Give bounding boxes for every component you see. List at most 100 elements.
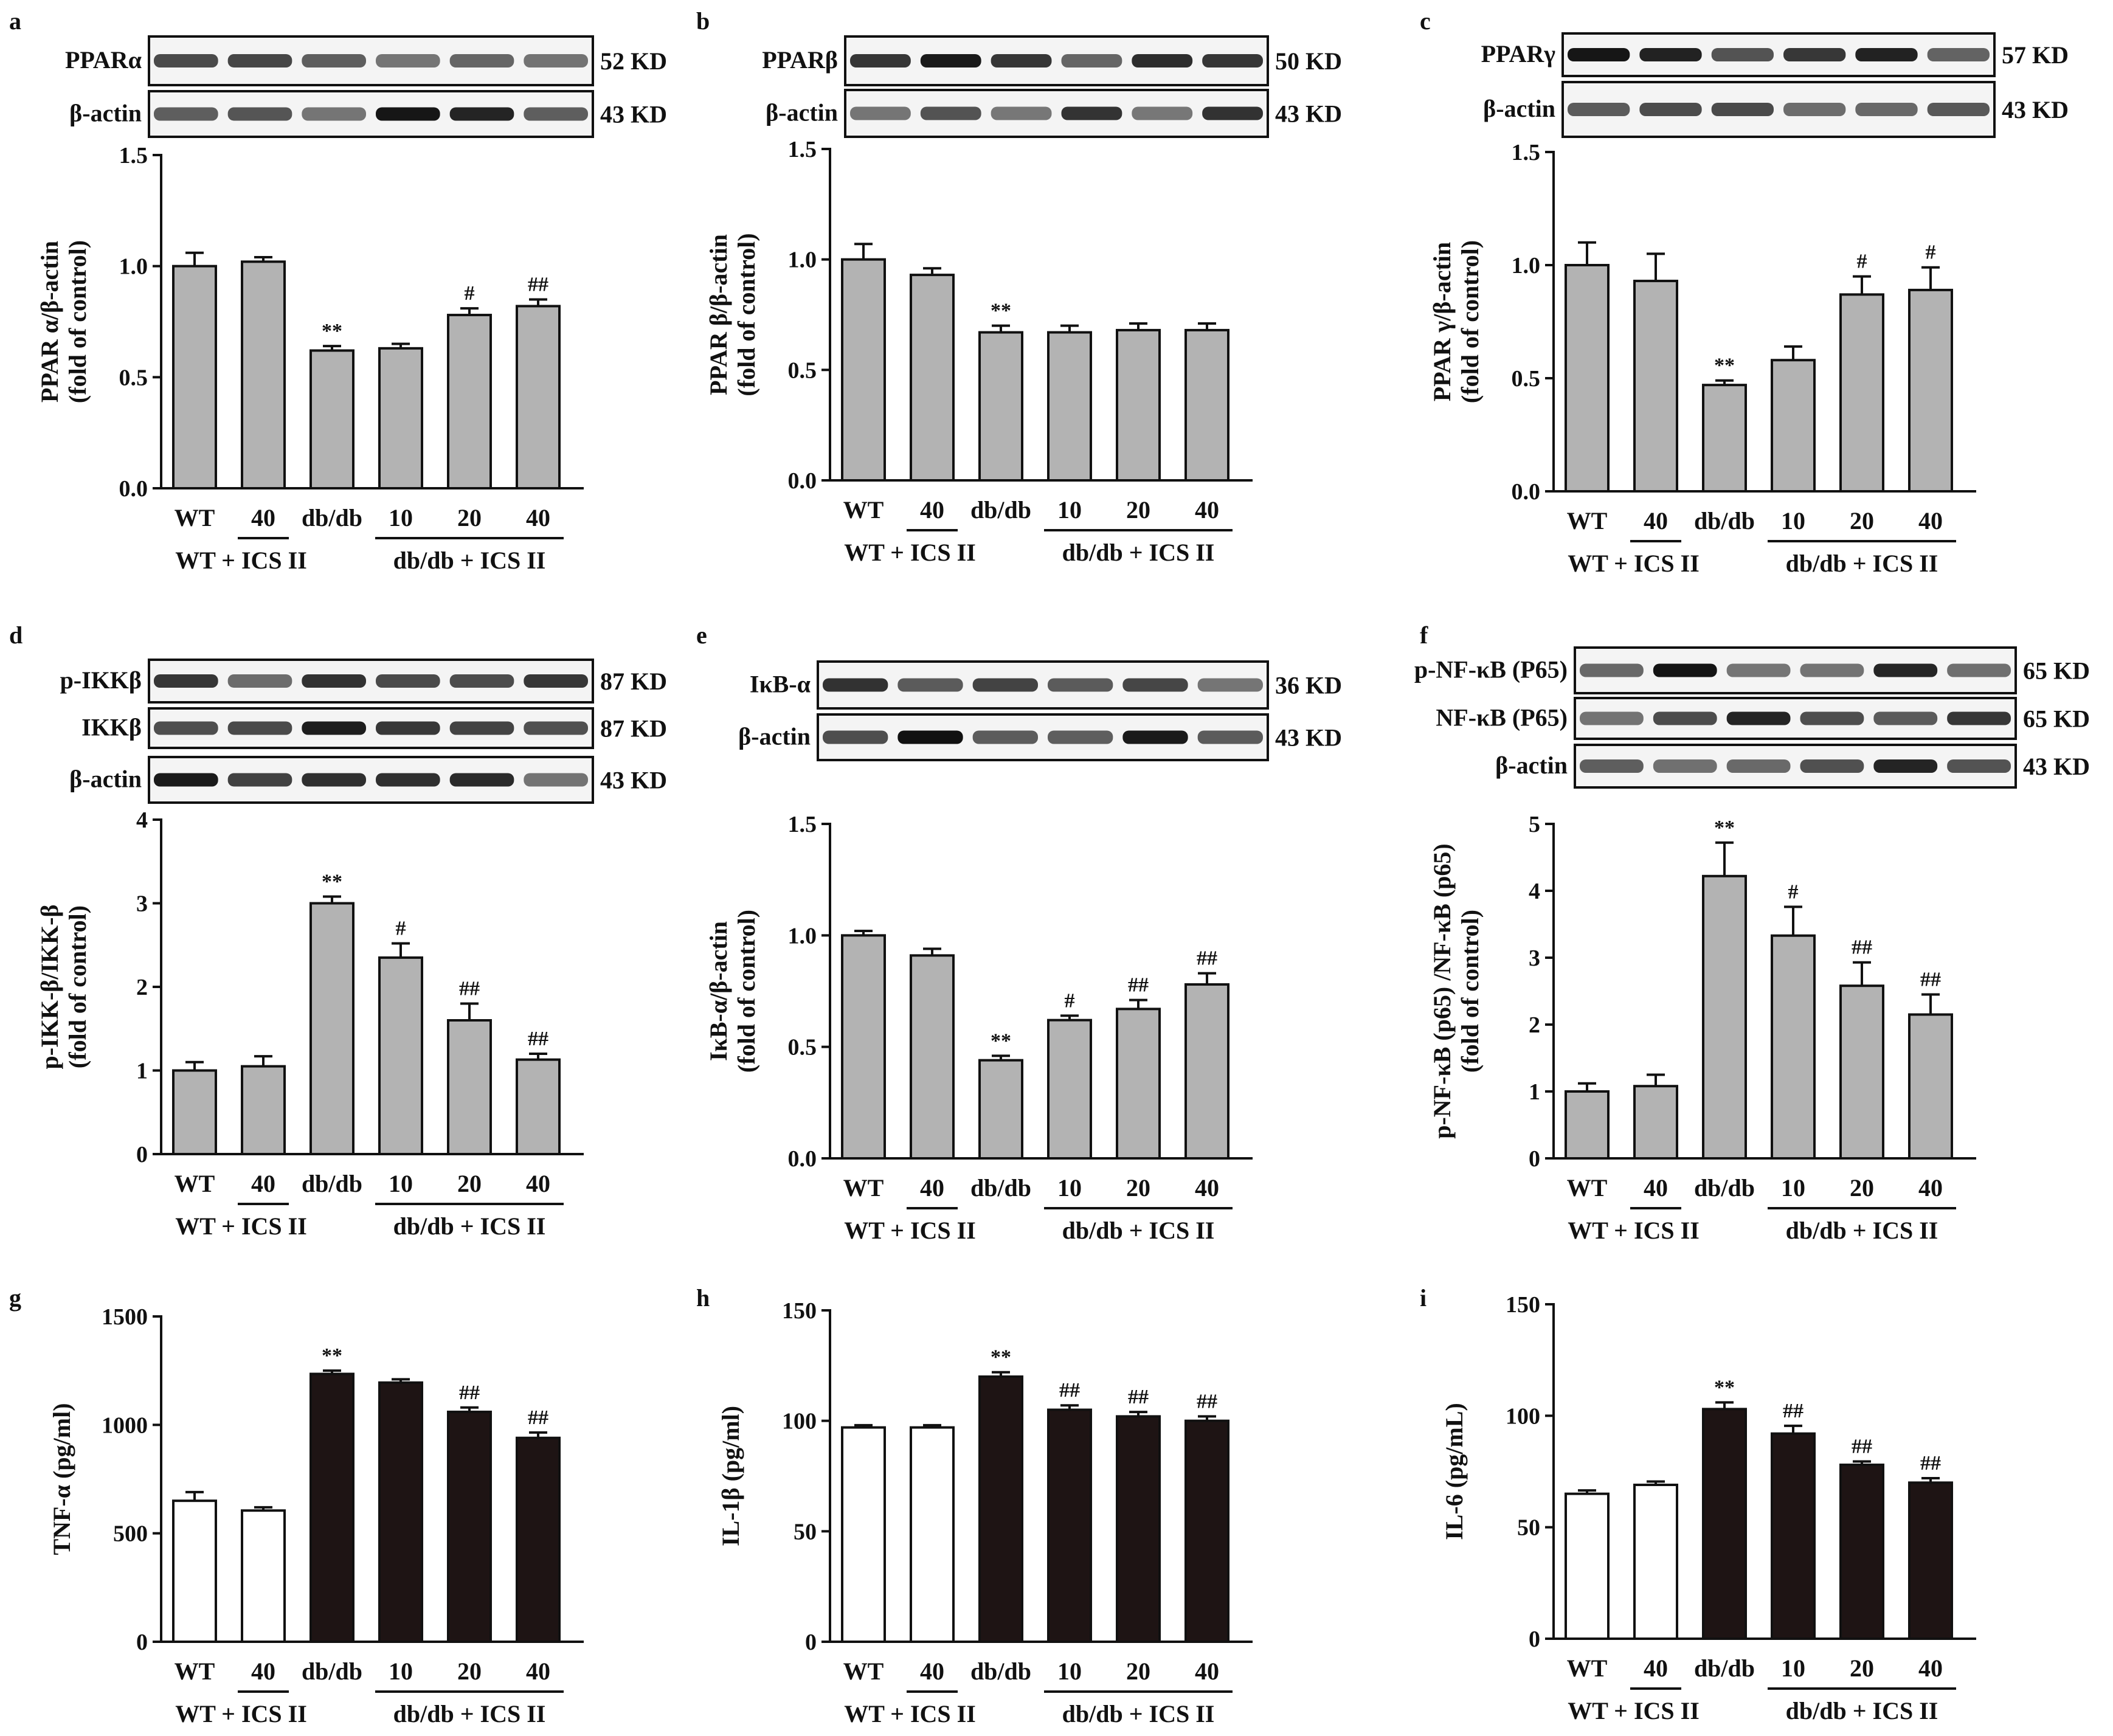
blot-band (1711, 48, 1774, 61)
blot-band (524, 721, 588, 735)
blot-row: β-actin 43 KD (69, 90, 667, 138)
blot-frame (817, 713, 1269, 761)
blot-label: β-actin (69, 100, 142, 127)
panel-letter: e (696, 621, 707, 649)
bar (978, 1375, 1023, 1643)
blot-row: p-NF-κB (P65) 65 KD (1414, 646, 2090, 694)
blot-band (524, 107, 588, 121)
blot-band (897, 678, 963, 692)
blot-label: PPARα (65, 46, 142, 74)
bar (1047, 1018, 1092, 1160)
significance-mark: ** (322, 871, 342, 893)
blot-band (1855, 103, 1918, 116)
x-tick-label: 20 (1126, 496, 1150, 524)
blot-frame (1574, 697, 2017, 740)
x-tick-label: WT (1567, 1174, 1608, 1202)
blot-kd: 87 KD (600, 715, 667, 742)
blot-kd: 43 KD (2023, 753, 2090, 780)
panel-f: f p-NF-κB (P65) 65 KD NF-κB (P65) 65 KD β-act… (1414, 621, 2090, 1244)
y-tick-label: 0 (805, 1630, 817, 1655)
blot-kd: 43 KD (1275, 724, 1342, 752)
y-tick-label: 50 (794, 1519, 817, 1544)
blot-label: β-actin (69, 766, 142, 793)
bar (447, 1410, 492, 1644)
x-tick-label: 40 (920, 1658, 944, 1685)
x-tick-label: WT (175, 504, 215, 531)
x-tick-label: 10 (1057, 1174, 1082, 1202)
y-tick-label: 1000 (102, 1413, 148, 1438)
y-tick-label: 0.5 (788, 358, 817, 383)
blot-band (897, 730, 963, 744)
group-label: WT + ICS II (1568, 1697, 1700, 1724)
bar (1839, 1464, 1884, 1640)
blot-band (449, 107, 514, 121)
y-tick-label: 0 (136, 1142, 148, 1167)
x-tick-label: 40 (1918, 1174, 1943, 1202)
blot-band (227, 674, 292, 688)
panel-i: i 0 50 100 150 IL-6 (pg/mL) WT 40 ** db/db ## 10 ## 2… (1420, 1284, 1976, 1724)
y-axis-title: TNF-α (pg/ml) (48, 1403, 75, 1555)
y-tick-label: 1.5 (1512, 140, 1541, 165)
significance-mark: ## (1852, 1436, 1872, 1458)
blot-row: NF-κB (P65) 65 KD (1436, 697, 2090, 740)
x-tick-label: 20 (1850, 507, 1874, 534)
panel-letter: f (1420, 621, 1428, 649)
blot-band (376, 773, 440, 787)
blot-label: p-IKKβ (60, 666, 142, 694)
x-tick-label: db/db (970, 1174, 1031, 1202)
y-tick-label: 0.5 (119, 365, 148, 390)
blot-band (524, 773, 588, 787)
x-tick-label: db/db (302, 504, 362, 531)
blot-row: IκB-α 36 KD (750, 660, 1342, 710)
x-tick-label: 20 (1126, 1174, 1150, 1202)
y-tick-label: 500 (113, 1521, 148, 1547)
x-tick-label: WT (843, 1174, 884, 1202)
bar (841, 1426, 886, 1643)
y-tick-label: 3 (136, 891, 148, 917)
x-tick-label: 40 (526, 1658, 550, 1685)
y-axis-title: (fold of control) (64, 240, 91, 403)
panel-g: g 0 500 1000 1500 TNF-α (pg/ml) WT 40 ** db/db 10 #… (9, 1284, 584, 1727)
blot-kd: 65 KD (2023, 705, 2090, 733)
x-tick-label: 10 (389, 1170, 413, 1197)
y-tick-label: 4 (1529, 879, 1540, 904)
bar (978, 1059, 1023, 1160)
blot-label: β-actin (1483, 95, 1555, 122)
blot-band (449, 54, 514, 67)
bar (378, 347, 423, 490)
blot-band (1927, 103, 1990, 116)
y-axis-title: (fold of control) (733, 233, 760, 396)
blot-band (1580, 711, 1644, 725)
y-axis-title: (fold of control) (64, 905, 91, 1068)
bar (841, 934, 886, 1160)
y-tick-label: 4 (136, 807, 148, 833)
bar (378, 1381, 423, 1644)
blot-band (1653, 711, 1717, 725)
blot-row: PPARβ 50 KD (762, 35, 1342, 86)
y-tick-label: 1.0 (788, 247, 817, 273)
y-tick-label: 1 (1529, 1079, 1540, 1105)
panel-b: b PPARβ 50 KD β-actin 43 KD 0.0 0.5 1.0 1.5 PPAR … (696, 7, 1342, 566)
group-label: db/db + ICS II (393, 1212, 546, 1240)
group-label: db/db + ICS II (1786, 1217, 1938, 1244)
y-axis-title: PPAR β/β-actin (705, 234, 732, 395)
significance-mark: # (396, 918, 406, 940)
x-tick-label: 10 (1781, 1174, 1805, 1202)
bar (516, 1058, 561, 1155)
blot-row: PPARγ 57 KD (1481, 32, 2069, 77)
blot-band (1061, 106, 1122, 120)
significance-mark: ## (1128, 974, 1149, 997)
x-tick-label: db/db (302, 1658, 362, 1685)
significance-mark: ## (528, 1406, 548, 1429)
blot-frame (148, 90, 594, 138)
y-tick-label: 0.5 (788, 1035, 817, 1060)
blot-frame (844, 89, 1269, 138)
y-tick-label: 3 (1529, 946, 1540, 971)
bar (1702, 874, 1747, 1160)
group-label: db/db + ICS II (393, 547, 546, 574)
blot-label: β-actin (766, 99, 838, 126)
x-tick-label: 40 (251, 504, 275, 531)
panel-letter: i (1420, 1284, 1427, 1312)
y-tick-label: 1.0 (119, 254, 148, 280)
x-tick-label: db/db (1694, 1655, 1755, 1682)
